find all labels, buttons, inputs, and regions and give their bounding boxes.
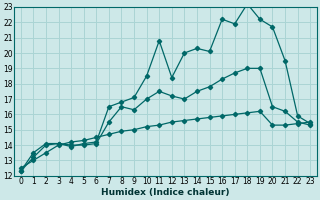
- X-axis label: Humidex (Indice chaleur): Humidex (Indice chaleur): [101, 188, 230, 197]
